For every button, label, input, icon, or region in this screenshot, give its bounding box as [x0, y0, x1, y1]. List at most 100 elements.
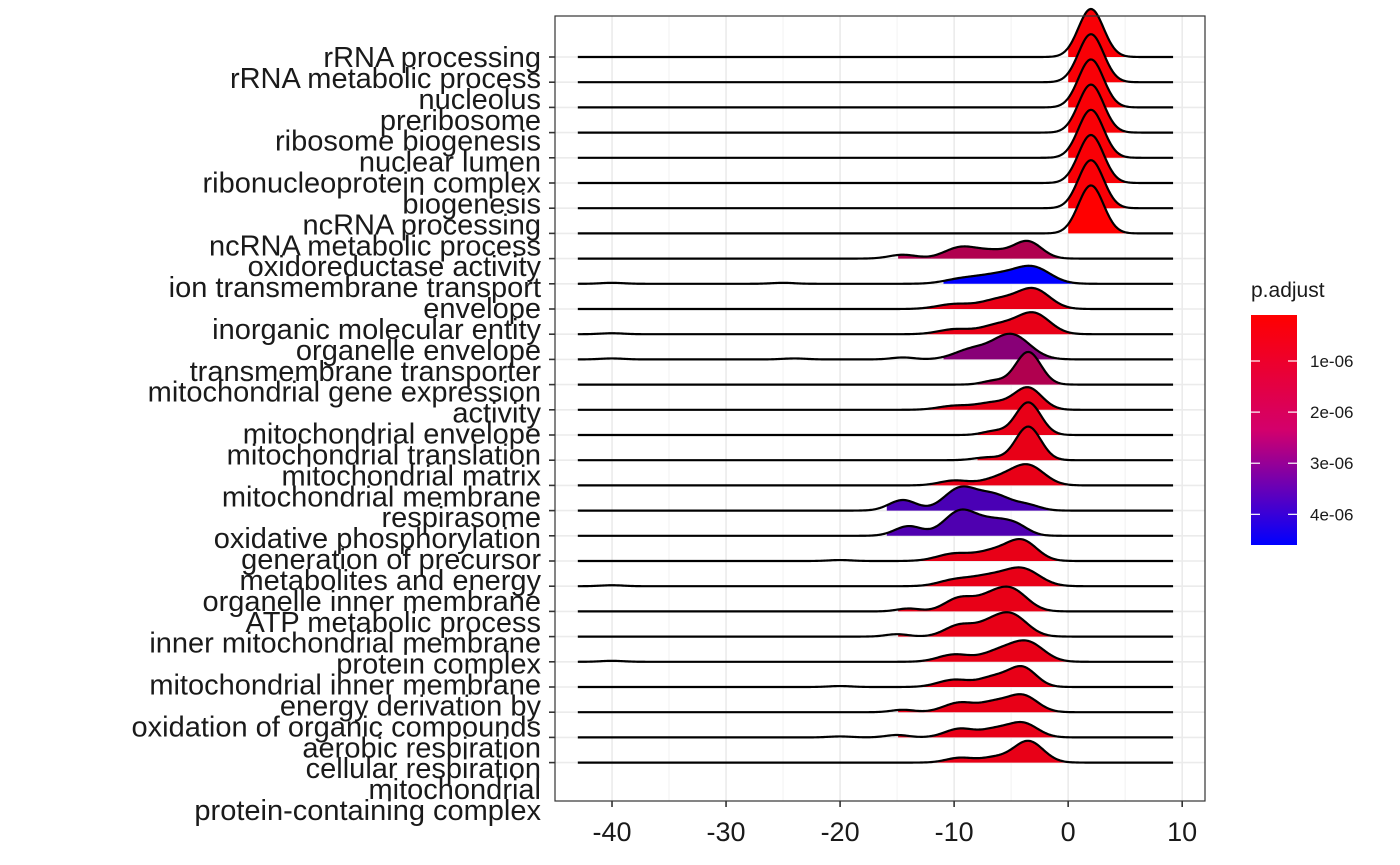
ridge-fill [898, 666, 1174, 687]
ridge-line [577, 184, 1174, 235]
legend-tick-label: 4e-06 [1310, 505, 1353, 524]
y-category-label: activity [452, 398, 541, 430]
ridge-fill [898, 722, 1174, 738]
ridge-line [577, 33, 1174, 84]
ridge-fill [898, 567, 1174, 587]
ridge-line [577, 720, 1174, 739]
y-category-label: mitochondrial inner membrane [149, 670, 541, 702]
ridge-line [577, 83, 1174, 134]
ridge-line [577, 693, 1174, 714]
ridge-line [577, 7, 1174, 59]
ridge-line [577, 425, 1174, 462]
ridge-line [577, 58, 1174, 109]
x-tick-label: -20 [821, 817, 860, 847]
y-category-label: mitochondrial membrane [222, 481, 541, 513]
panel-border [554, 15, 1206, 802]
ridge-line [577, 108, 1174, 159]
y-category-label: inorganic molecular entity [212, 314, 541, 346]
y-category-label: ribosome biogenesis [275, 126, 541, 158]
y-category-label: organelle inner membrane [202, 586, 541, 618]
ridge-line [577, 264, 1174, 285]
y-category-label: ion transmembrane transport [169, 272, 541, 304]
y-category-label: cellular respiration [306, 753, 541, 785]
y-category-label: mitochondrial [369, 774, 541, 806]
legend-tick-label: 3e-06 [1310, 454, 1353, 473]
x-tick-label: 10 [1167, 817, 1197, 847]
y-category-label: preribosome [380, 105, 541, 137]
ridge-fill [898, 640, 1174, 662]
y-category-label: oxidoreductase activity [248, 251, 542, 283]
y-category-label: protein-containing complex [194, 795, 541, 827]
ridge-line [577, 611, 1174, 638]
legend-tick-label: 2e-06 [1310, 403, 1353, 422]
ridges [577, 7, 1174, 764]
y-category-label: mitochondrial gene expression [148, 377, 541, 409]
y-category-label: metabolites and energy [240, 565, 542, 597]
ridge-fill [886, 509, 1174, 536]
y-category-label: ncRNA metabolic process [209, 230, 541, 262]
y-category-label: oxidative phosphorylation [214, 523, 541, 555]
y-category-label: inner mitochondrial membrane [149, 628, 541, 660]
y-category-label: organelle envelope [296, 335, 541, 367]
x-tick-label: 0 [1061, 817, 1076, 847]
ridge-fill [898, 612, 1174, 637]
legend: p.adjust 1e-06 2e-06 3e-06 4e-06 [1251, 279, 1353, 545]
ridge-fill [943, 265, 1174, 284]
y-category-label: ncRNA processing [302, 209, 541, 241]
ridge-fill [898, 240, 1174, 259]
ridge-fill [898, 387, 1174, 410]
ridge-fill [898, 312, 1174, 335]
y-category-label: mitochondrial envelope [243, 419, 541, 451]
x-axis: -40 -30 -20 -10 0 10 [593, 801, 1197, 847]
ridge-fill [898, 586, 1174, 612]
ridge-line [577, 332, 1174, 361]
y-category-label: protein complex [336, 649, 541, 681]
panel-background [555, 16, 1205, 801]
legend-title: p.adjust [1251, 279, 1325, 302]
ridge-line [577, 639, 1174, 663]
y-category-label: respirasome [381, 502, 541, 534]
ridge-fill [898, 694, 1174, 713]
y-category-label: nuclear lumen [359, 147, 541, 179]
y-category-label: energy derivation by [280, 690, 542, 722]
ridge-line [577, 463, 1174, 487]
ridge-fill [977, 426, 1174, 461]
y-category-label: biogenesis [402, 188, 541, 220]
ridge-line [577, 286, 1174, 311]
y-category-label: envelope [423, 293, 541, 325]
y-category-label: ribonucleoprotein complex [202, 168, 541, 200]
y-category-label: mitochondrial matrix [282, 460, 542, 492]
ridge-line [577, 566, 1174, 588]
ridge-line [577, 239, 1174, 260]
y-category-label: transmembrane transporter [190, 356, 542, 388]
ridge-line [577, 739, 1174, 764]
ridge-line [577, 386, 1174, 411]
y-category-label: aerobic respiration [302, 732, 541, 764]
y-category-label: oxidation of organic compounds [132, 711, 541, 743]
ridge-line [577, 585, 1174, 613]
ridge-fill [977, 351, 1174, 385]
ridge-line [577, 537, 1174, 563]
y-category-label: rRNA processing [323, 42, 541, 74]
ridge-fill [898, 464, 1174, 486]
y-category-label: generation of precursor [241, 544, 541, 576]
y-category-label: rRNA metabolic process [230, 63, 541, 95]
x-tick-label: -10 [935, 817, 974, 847]
ridge-fill [898, 539, 1174, 561]
y-category-label: ATP metabolic process [246, 607, 542, 639]
y-category-label: nucleolus [418, 84, 541, 116]
y-category-label: mitochondrial translation [227, 439, 541, 471]
ridge-fill [886, 486, 1174, 511]
ridge-line [577, 350, 1174, 386]
ridge-line [577, 311, 1174, 336]
ridge-line [577, 485, 1174, 512]
legend-colorbar [1251, 315, 1297, 545]
ridge-line [577, 133, 1174, 185]
ridge-line [577, 401, 1174, 437]
ridge-line [577, 664, 1174, 689]
ridge-fill [1068, 185, 1174, 234]
x-tick-label: -40 [593, 817, 632, 847]
ridge-line [577, 159, 1174, 210]
